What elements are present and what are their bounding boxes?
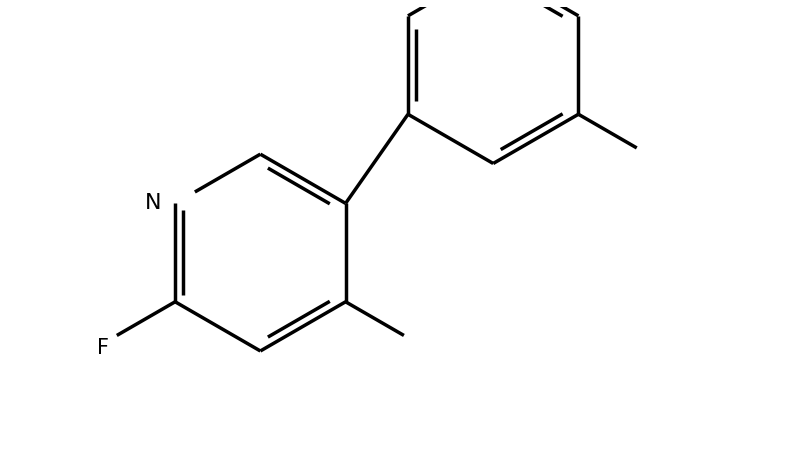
Text: F: F (97, 337, 109, 357)
Text: N: N (145, 194, 162, 213)
